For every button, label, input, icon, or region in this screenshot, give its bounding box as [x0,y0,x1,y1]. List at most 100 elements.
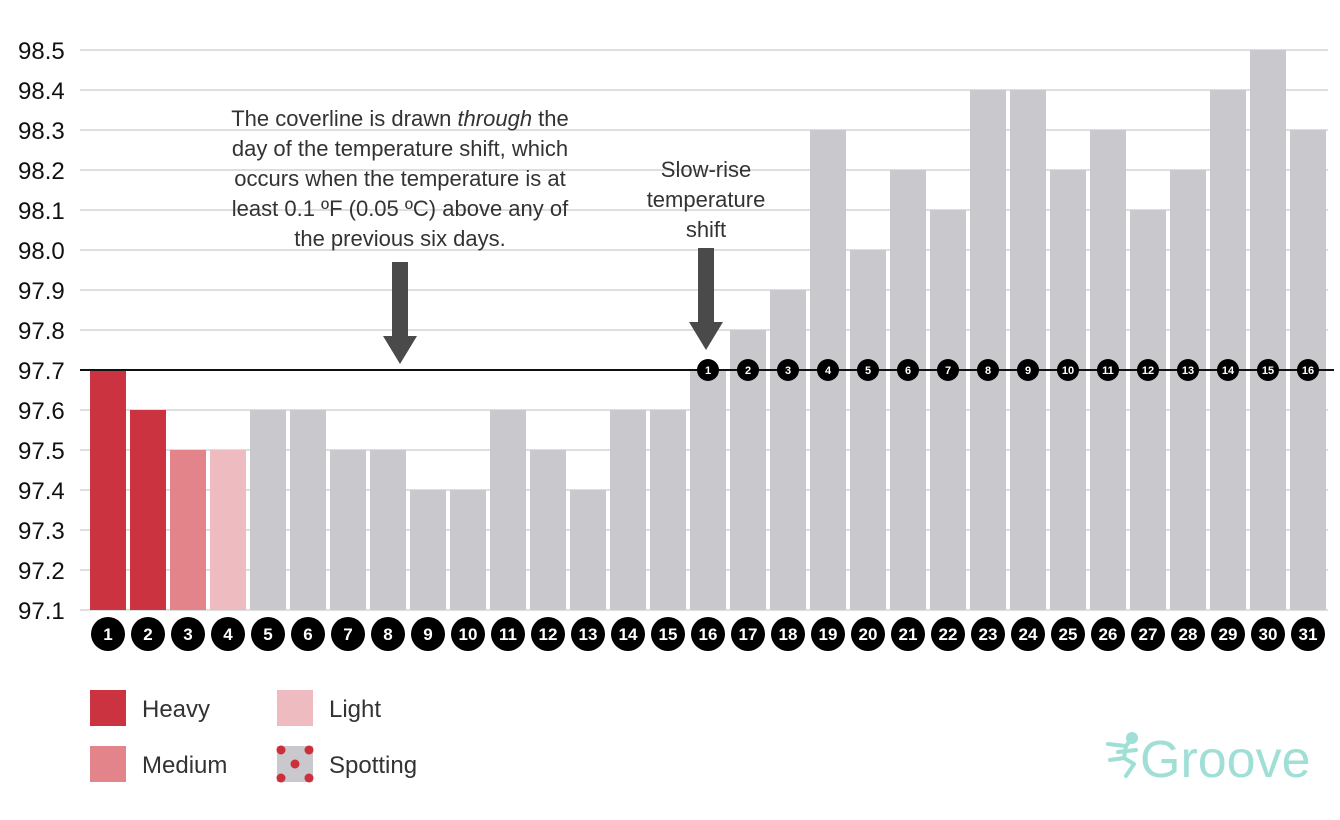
day-label: 13 [579,625,598,644]
arrow-head [689,322,723,350]
post-shift-label: 3 [785,365,791,377]
day-label: 11 [499,625,517,644]
day-marker [971,617,1005,651]
y-tick-label: 98.0 [18,238,65,265]
y-tick-label: 97.2 [18,558,65,585]
annotation-slow-rise-text: Slow-rise [661,157,751,182]
day-marker [931,617,965,651]
day-marker [491,617,525,651]
annotation-coverline-text: least 0.1 ºF (0.05 ºC) above any of [232,196,569,221]
day-label: 26 [1099,625,1118,644]
post-shift-label: 13 [1182,365,1194,377]
post-shift-label: 14 [1222,365,1235,377]
day-marker [891,617,925,651]
y-tick-label: 98.2 [18,158,65,185]
day-label: 18 [779,625,798,644]
annotation-slow-rise-text: temperature [647,187,766,212]
day-marker [291,617,325,651]
day-label: 2 [143,625,152,644]
post-shift-label: 16 [1302,365,1314,377]
bar-day-1 [90,370,126,610]
spotting-dot [304,773,314,783]
bar-day-10 [450,490,486,610]
day-marker [1171,617,1205,651]
day-label: 24 [1019,625,1038,644]
day-marker [1251,617,1285,651]
spotting-dot [304,745,314,755]
arrow-shaft [698,248,714,322]
bar-day-30 [1250,50,1286,610]
y-tick-label: 98.5 [18,38,65,65]
dancer-icon [1106,732,1138,778]
arrow-shaft [392,262,408,336]
bar-day-5 [250,410,286,610]
day-marker [771,617,805,651]
legend-swatch-medium [90,746,126,782]
annotation-coverline-text: the previous six days. [294,226,506,251]
arrow-slow-rise [689,248,723,350]
bar-day-8 [370,450,406,610]
legend-swatch-heavy [90,690,126,726]
bar-day-15 [650,410,686,610]
post-shift-label: 15 [1262,365,1274,377]
day-marker [1011,617,1045,651]
y-tick-label: 97.5 [18,438,65,465]
post-shift-marker [777,359,799,381]
day-label: 27 [1139,625,1158,644]
post-shift-label: 11 [1102,365,1114,377]
bar-day-23 [970,90,1006,610]
post-shift-marker [817,359,839,381]
spotting-dot [276,773,286,783]
day-label: 22 [939,625,958,644]
day-label: 19 [819,625,838,644]
day-label: 8 [383,625,392,644]
day-label: 30 [1259,625,1278,644]
legend-label-heavy: Heavy [142,696,210,723]
arrow-head [383,336,417,364]
day-label: 14 [619,625,638,644]
post-shift-label: 5 [865,365,871,377]
post-shift-label: 2 [745,365,751,377]
bar-day-11 [490,410,526,610]
bar-day-24 [1010,90,1046,610]
bar-day-9 [410,490,446,610]
y-tick-label: 97.1 [18,598,65,625]
day-marker [331,617,365,651]
bar-day-25 [1050,170,1086,610]
day-marker [411,617,445,651]
day-label: 6 [303,625,312,644]
annotation-coverline-text: day of the temperature shift, which [232,136,568,161]
day-label: 25 [1059,625,1078,644]
spotting-dot [276,745,286,755]
day-label: 15 [659,625,678,644]
legend-swatch-light [277,690,313,726]
post-shift-marker [1017,359,1039,381]
post-shift-marker [1297,359,1319,381]
post-shift-marker [857,359,879,381]
bar-day-14 [610,410,646,610]
post-shift-marker [1097,359,1119,381]
bar-day-7 [330,450,366,610]
legend-item-light: Light [277,690,381,726]
day-label: 12 [539,625,558,644]
day-label: 17 [739,625,758,644]
bar-day-4 [210,450,246,610]
day-label: 31 [1299,625,1318,644]
post-shift-label: 8 [985,365,991,377]
day-marker [1211,617,1245,651]
post-shift-label: 10 [1062,365,1074,377]
legend-item-medium: Medium [90,746,227,782]
day-marker [731,617,765,651]
day-label: 28 [1179,625,1198,644]
y-tick-label: 97.7 [18,358,65,385]
bar-day-21 [890,170,926,610]
day-marker [531,617,565,651]
brand-name: Groove [1140,731,1311,789]
day-marker [1091,617,1125,651]
day-marker [691,617,725,651]
post-shift-label: 6 [905,365,911,377]
post-shift-label: 9 [1025,365,1031,377]
day-label: 5 [263,625,272,644]
post-shift-label: 7 [945,365,951,377]
day-marker [571,617,605,651]
